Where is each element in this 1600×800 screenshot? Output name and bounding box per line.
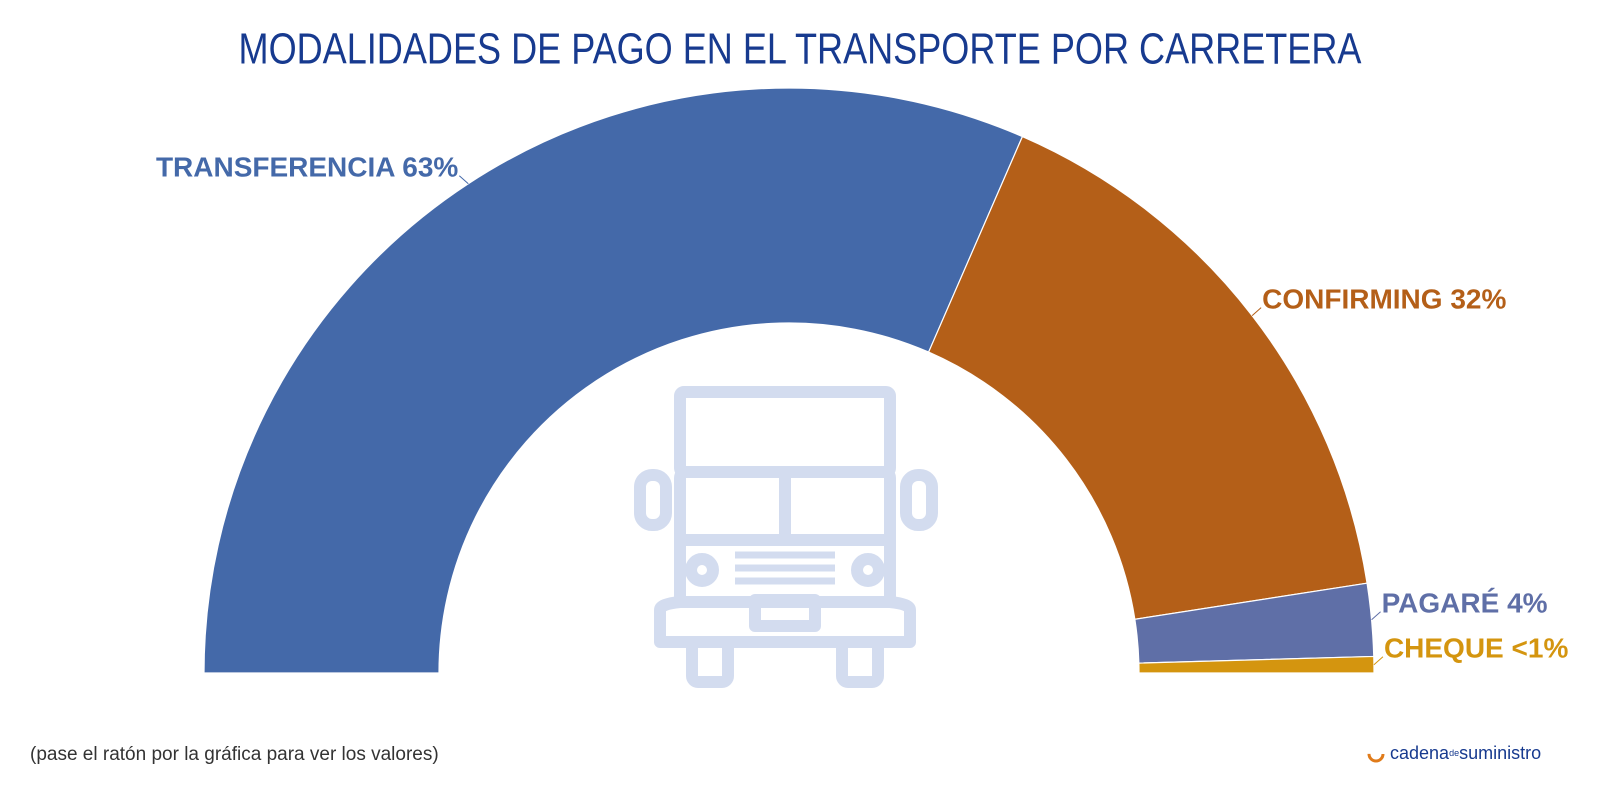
value-label: 32% [1450,284,1506,315]
donut-segment [203,87,1024,674]
slice-label: PAGARÉ 4% [1382,588,1548,619]
category-label: TRANSFERENCIA [156,152,395,183]
leader-line [458,175,469,185]
leader-line [1251,307,1262,316]
logo-text: cadenadesuministro [1390,743,1541,763]
slice-label: CHEQUE <1% [1384,633,1569,664]
category-label: CONFIRMING [1262,284,1442,315]
chart-title: MODALIDADES DE PAGO EN EL TRANSPORTE POR… [239,24,1362,73]
logo: cadenadesuministro [1367,743,1541,763]
value-label: 63% [402,152,458,183]
value-label: 4% [1507,588,1548,619]
slice-label: CONFIRMING 32% [1262,284,1506,315]
category-label: CHEQUE [1384,633,1504,664]
category-label: PAGARÉ [1382,588,1500,619]
donut-segment [927,135,1368,620]
donut-segment [1138,655,1375,674]
logo-part: suministro [1459,743,1541,763]
value-label: <1% [1512,633,1569,664]
leader-line [1371,611,1381,621]
slice-label: TRANSFERENCIA 63% [156,152,458,183]
logo-part: cadena [1390,743,1450,763]
logo-part: de [1449,748,1459,758]
leader-line [1373,656,1384,666]
footnote: (pase el ratón por la gráfica para ver l… [30,744,439,765]
truck-icon [634,386,938,688]
